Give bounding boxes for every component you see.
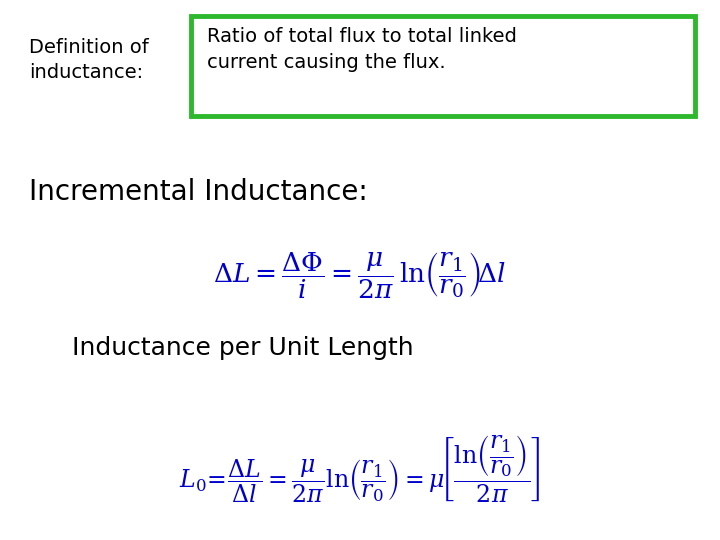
FancyBboxPatch shape: [191, 16, 695, 116]
Text: Inductance per Unit Length: Inductance per Unit Length: [72, 336, 413, 360]
Text: $L_0\!=\! \dfrac{\Delta L}{\Delta l} = \dfrac{\mu}{2\pi}\ln\!\left(\dfrac{r_1}{r: $L_0\!=\! \dfrac{\Delta L}{\Delta l} = \…: [179, 434, 541, 505]
Text: Definition of
inductance:: Definition of inductance:: [29, 38, 148, 82]
Text: $\Delta L = \dfrac{\Delta\Phi}{i} = \dfrac{\mu}{2\pi}\,\ln\!\left(\dfrac{r_1}{r_: $\Delta L = \dfrac{\Delta\Phi}{i} = \dfr…: [213, 250, 507, 301]
Text: Incremental Inductance:: Incremental Inductance:: [29, 178, 367, 206]
Text: Ratio of total flux to total linked
current causing the flux.: Ratio of total flux to total linked curr…: [207, 27, 517, 72]
